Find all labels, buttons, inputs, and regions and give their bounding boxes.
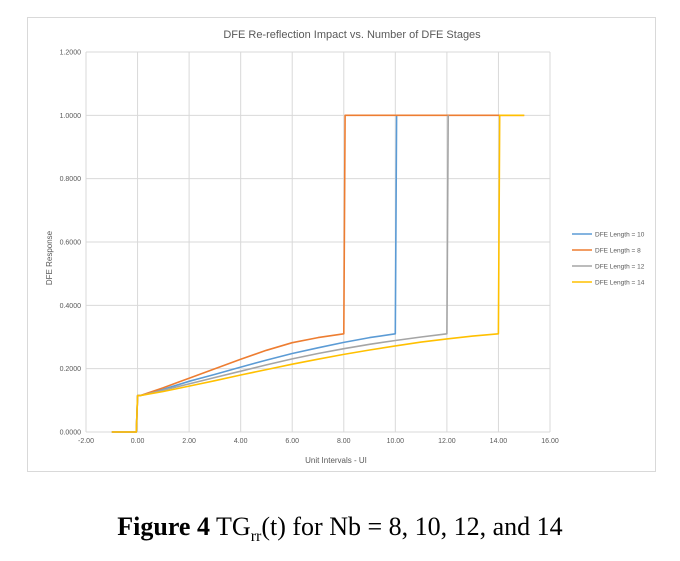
legend-label: DFE Length = 8 [595, 247, 641, 254]
y-tick-label: 0.2000 [60, 366, 82, 373]
chart-frame: DFE Re-reflection Impact vs. Number of D… [27, 17, 656, 472]
x-axis-title: Unit Intervals - UI [305, 456, 367, 465]
x-tick-label: 6.00 [285, 438, 299, 445]
x-tick-label: 0.00 [131, 438, 145, 445]
y-tick-label: 1.2000 [60, 50, 82, 57]
series-line [111, 115, 398, 433]
caption-tg: TG [209, 512, 251, 541]
chart-title: DFE Re-reflection Impact vs. Number of D… [223, 29, 481, 41]
caption-subscript: rr [250, 528, 262, 546]
chart-svg: DFE Re-reflection Impact vs. Number of D… [45, 29, 645, 465]
y-tick-label: 0.6000 [60, 240, 82, 247]
x-tick-label: 8.00 [337, 438, 351, 445]
legend-label: DFE Length = 14 [595, 279, 645, 286]
y-tick-label: 0.0000 [60, 430, 82, 437]
figure-caption: Figure 4 TGrr(t) for Nb = 8, 10, 12, and… [0, 512, 680, 546]
x-tick-label: 16.00 [541, 438, 559, 445]
legend-label: DFE Length = 12 [595, 263, 645, 270]
x-tick-label: 14.00 [490, 438, 508, 445]
y-tick-label: 0.4000 [60, 303, 82, 310]
x-tick-label: -2.00 [78, 438, 94, 445]
x-tick-label: 10.00 [387, 438, 405, 445]
x-tick-label: 4.00 [234, 438, 248, 445]
series-line [111, 115, 449, 433]
x-tick-label: 2.00 [182, 438, 196, 445]
y-tick-label: 0.8000 [60, 176, 82, 183]
legend-label: DFE Length = 10 [595, 231, 645, 238]
caption-figure-label: Figure 4 [117, 512, 210, 541]
series-line [111, 114, 525, 433]
x-tick-label: 12.00 [438, 438, 456, 445]
series-line [111, 114, 525, 433]
y-axis-title: DFE Response [45, 230, 54, 285]
caption-rest: (t) for Nb = 8, 10, 12, and 14 [261, 512, 563, 541]
y-tick-label: 1.0000 [60, 113, 82, 120]
